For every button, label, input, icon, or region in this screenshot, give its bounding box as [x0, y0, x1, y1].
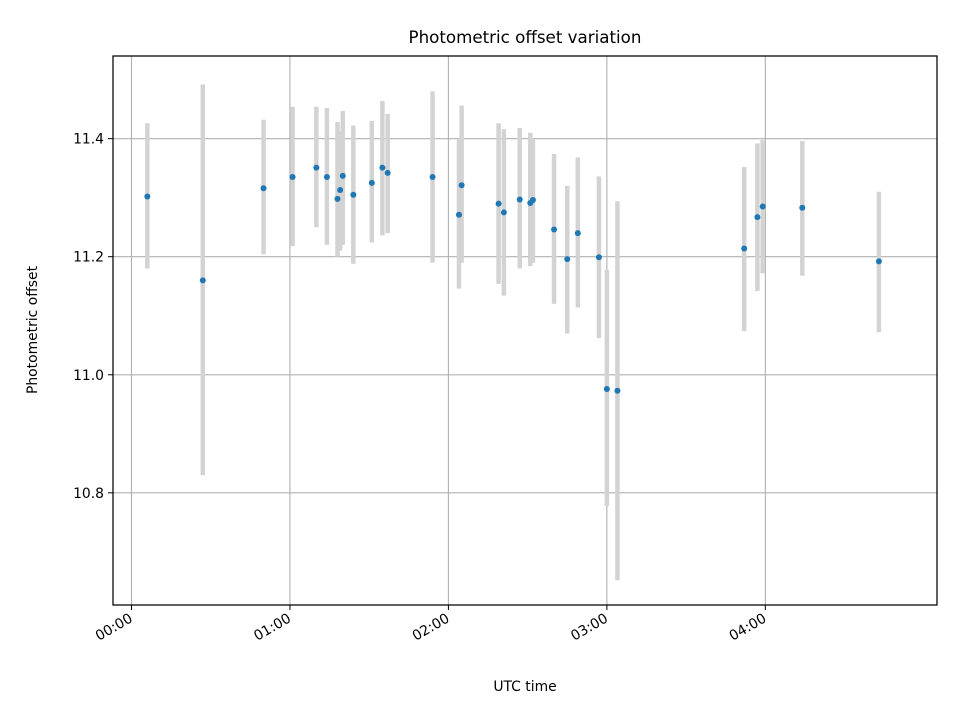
data-point: [384, 169, 391, 176]
data-point: [289, 174, 296, 181]
y-tick-label: 11.0: [73, 368, 104, 384]
data-point: [458, 182, 465, 189]
data-point: [339, 172, 346, 179]
data-point: [337, 187, 344, 194]
x-tick-label: 01:00: [251, 611, 294, 645]
x-axis-label: UTC time: [493, 679, 556, 695]
grid-layer: [113, 56, 937, 605]
data-point: [260, 185, 267, 192]
y-tick-label: 11.4: [73, 132, 104, 148]
data-point: [603, 385, 610, 392]
y-axis-ticks: 10.8 11.0 11.2 11.4: [73, 132, 113, 502]
x-axis-ticks: 00:00 01:00 02:00 03:00 04:00: [93, 605, 770, 645]
data-point: [350, 191, 357, 198]
data-point: [323, 174, 330, 181]
data-point: [313, 164, 320, 171]
data-point: [875, 258, 882, 265]
data-point: [379, 164, 386, 171]
data-point: [564, 256, 571, 263]
data-point: [614, 387, 621, 394]
data-point: [368, 179, 375, 186]
data-point: [574, 230, 581, 237]
x-tick-label: 04:00: [727, 611, 770, 645]
x-tick-label: 00:00: [93, 611, 136, 645]
data-point: [199, 277, 206, 284]
y-tick-label: 10.8: [73, 486, 104, 502]
data-point: [455, 211, 462, 218]
x-tick-label: 02:00: [410, 611, 453, 645]
errorbar-layer: [145, 84, 882, 581]
data-point: [754, 214, 761, 221]
data-point: [429, 174, 436, 181]
data-point: [334, 195, 341, 202]
data-point: [799, 204, 806, 211]
chart-title: Photometric offset variation: [409, 27, 642, 47]
data-point: [741, 245, 748, 252]
data-point: [495, 200, 502, 207]
y-tick-label: 11.2: [73, 250, 104, 266]
data-point: [516, 196, 523, 203]
data-point: [500, 209, 507, 216]
marker-layer: [144, 164, 882, 394]
x-tick-label: 03:00: [568, 611, 611, 645]
data-point: [595, 254, 602, 261]
data-point: [759, 203, 766, 210]
plot-frame: [112, 55, 938, 606]
data-point: [551, 226, 558, 233]
y-axis-label: Photometric offset: [25, 265, 41, 394]
data-point: [529, 197, 536, 204]
data-point: [144, 193, 151, 200]
